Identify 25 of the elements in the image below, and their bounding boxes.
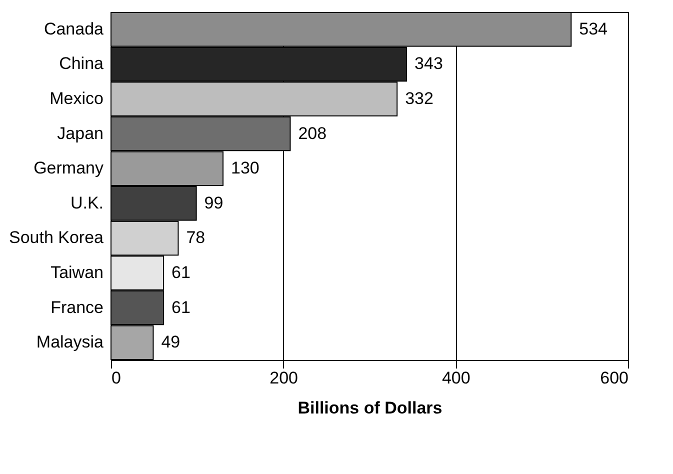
data-label: 534 bbox=[579, 19, 608, 38]
y-tick-label: Mexico bbox=[50, 89, 104, 108]
y-tick-label: Japan bbox=[57, 124, 104, 143]
x-tick-label: 0 bbox=[112, 368, 121, 388]
data-label: 208 bbox=[298, 124, 327, 143]
data-label: 99 bbox=[204, 193, 224, 212]
data-label: 78 bbox=[186, 228, 206, 248]
y-tick-label: China bbox=[59, 54, 104, 74]
data-label: 130 bbox=[231, 158, 260, 178]
data-label: 49 bbox=[161, 332, 180, 352]
data-label: 343 bbox=[414, 54, 443, 74]
x-tick-label: 200 bbox=[270, 368, 298, 388]
y-tick-label: Germany bbox=[34, 158, 104, 178]
data-label: 61 bbox=[172, 298, 190, 317]
data-label: 61 bbox=[172, 263, 190, 282]
x-tick-label: 600 bbox=[600, 368, 628, 388]
y-tick-label: U.K. bbox=[70, 193, 104, 212]
y-tick-label: Taiwan bbox=[50, 263, 104, 282]
y-tick-label: South Korea bbox=[8, 228, 104, 248]
x-tick-label: 400 bbox=[442, 368, 470, 388]
y-tick-label: France bbox=[50, 298, 104, 317]
y-tick-label: Malaysia bbox=[36, 332, 104, 352]
data-label: 332 bbox=[405, 89, 434, 108]
y-tick-label: Canada bbox=[44, 19, 104, 38]
x-axis-title: Billions of Dollars bbox=[298, 398, 442, 418]
